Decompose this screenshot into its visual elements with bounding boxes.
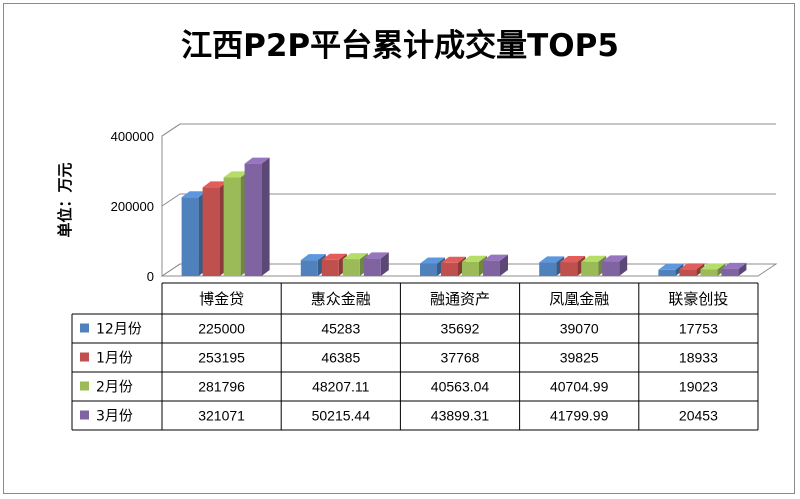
bar-side: [380, 252, 389, 276]
bar-top: [721, 262, 747, 269]
bar-front: [181, 197, 199, 276]
data-label: 39070: [560, 321, 599, 337]
bar-top: [602, 255, 628, 262]
data-label: 281796: [198, 379, 245, 395]
data-label: 40704.99: [550, 379, 609, 395]
bar-front: [363, 258, 381, 276]
y-tick-label: 400000: [111, 129, 154, 144]
gridline: [161, 123, 776, 137]
bar-side: [261, 157, 270, 276]
series-name: 1月份: [96, 351, 133, 367]
bar-front: [420, 263, 437, 276]
y-tick-label: 0: [147, 269, 154, 284]
bar: [721, 262, 747, 276]
bar-front: [462, 261, 479, 276]
bar-top: [244, 157, 270, 164]
bar: [483, 254, 508, 276]
bar-top: [483, 254, 508, 261]
bar-side: [619, 255, 628, 276]
bar-top: [441, 256, 466, 263]
data-label: 41799.99: [550, 408, 609, 424]
bar-front: [700, 269, 718, 276]
category-label: 联豪创投: [668, 290, 728, 308]
data-label: 321071: [198, 408, 245, 424]
data-label: 45283: [321, 321, 360, 337]
bar-top: [462, 255, 487, 262]
data-label: 48207.11: [312, 379, 370, 395]
data-label: 19023: [679, 379, 718, 395]
category-label: 融通资产: [430, 290, 490, 308]
bar-top: [321, 253, 347, 260]
bar-top: [560, 256, 586, 263]
bar-front: [679, 269, 697, 276]
bar-front: [244, 163, 262, 276]
legend-key: [80, 323, 89, 333]
chart-frame: [3, 3, 795, 494]
data-label: 20453: [679, 408, 718, 424]
series-name: 3月份: [96, 409, 133, 425]
bar-top: [300, 254, 326, 261]
y-axis-label: 单位：万元: [56, 162, 74, 237]
data-label: 40563.04: [431, 379, 490, 395]
gridline: [161, 193, 776, 207]
chart-title: 江西P2P平台累计成交量TOP5: [181, 28, 619, 64]
bar-side: [500, 254, 508, 276]
bar: [244, 157, 270, 276]
bar-front: [321, 259, 339, 276]
bar-front: [223, 177, 241, 276]
data-label: 43899.31: [431, 408, 490, 424]
data-label: 37768: [441, 350, 480, 366]
bar: [602, 255, 628, 276]
y-tick-label: 200000: [111, 199, 154, 214]
data-table: 博金贷 惠众金融 融通资产 凤凰金融 联豪创投 12月份 225000 45283 35692 3…: [71, 282, 759, 431]
data-label: 225000: [198, 321, 245, 337]
bar-top: [539, 256, 565, 263]
bar: [363, 252, 389, 276]
bar-top: [679, 263, 705, 270]
bar-top: [202, 181, 228, 188]
bar-top: [342, 253, 368, 260]
bar-front: [560, 262, 578, 276]
legend-key: [80, 410, 89, 420]
bar-top: [181, 191, 207, 198]
legend-key: [80, 381, 89, 391]
bar-front: [300, 260, 318, 276]
bar-front: [342, 259, 360, 276]
legend-key: [80, 352, 89, 362]
data-label: 17753: [679, 321, 718, 337]
bar-front: [539, 262, 557, 276]
bar-front: [581, 261, 599, 276]
bar-front: [202, 187, 220, 276]
plot-area: 0 200000 400000: [111, 123, 778, 284]
data-label: 253195: [198, 350, 245, 366]
bar-front: [721, 268, 739, 276]
bar: [441, 256, 466, 276]
data-label: 46385: [321, 350, 360, 366]
bar-top: [420, 257, 445, 264]
bar-top: [700, 263, 726, 270]
bar-top: [581, 255, 607, 262]
data-label: 50215.44: [312, 408, 371, 424]
bar-top: [363, 252, 389, 259]
series-name: 12月份: [96, 322, 142, 338]
bar-side: [738, 262, 747, 276]
bar-top: [223, 171, 249, 178]
bar-front: [658, 269, 676, 276]
data-label: 18933: [679, 350, 718, 366]
category-label: 凤凰金融: [549, 290, 609, 308]
data-label: 35692: [441, 321, 480, 337]
data-label: 39825: [560, 350, 599, 366]
series-name: 2月份: [96, 380, 133, 396]
bar-front: [441, 262, 458, 276]
category-label: 博金贷: [199, 290, 244, 308]
bar-front: [483, 260, 500, 276]
bar-top: [658, 263, 684, 270]
category-label: 惠众金融: [311, 290, 371, 308]
bar-front: [602, 261, 620, 276]
